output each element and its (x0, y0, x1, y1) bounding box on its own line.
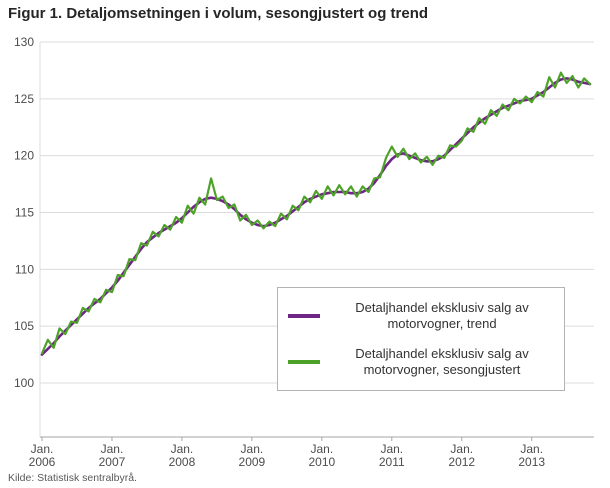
x-tick-month-2007: Jan. (101, 442, 124, 456)
x-tick-month-2008: Jan. (171, 442, 194, 456)
y-tick-label-100: 100 (14, 376, 34, 390)
x-tick-year-2011: 2011 (379, 455, 405, 469)
x-tick-month-2013: Jan. (520, 442, 543, 456)
legend-item-trend: Detaljhandel eksklusiv salg av motorvogn… (288, 300, 554, 333)
x-tick-month-2012: Jan. (450, 442, 473, 456)
seasonal-line (40, 71, 592, 355)
y-tick-label-125: 125 (14, 92, 34, 106)
legend-label-seasonal: Detaljhandel eksklusiv salg av motorvogn… (355, 345, 529, 377)
chart-legend: Detaljhandel eksklusiv salg av motorvogn… (277, 287, 565, 391)
y-tick-label-130: 130 (14, 35, 34, 49)
x-tick-month-2010: Jan. (310, 442, 333, 456)
y-tick-label-110: 110 (15, 262, 34, 276)
x-tick-year-2012: 2012 (448, 455, 475, 469)
y-tick-label-115: 115 (15, 206, 34, 220)
chart-svg: 100105110115120125130Jan.2006Jan.2007Jan… (14, 35, 594, 469)
seasonal-line-swatch (288, 359, 320, 364)
x-tick-year-2008: 2008 (169, 455, 196, 469)
x-tick-year-2009: 2009 (239, 455, 266, 469)
y-tick-label-120: 120 (14, 149, 34, 163)
chart-area: 100 105 110 115 120 125 130 Jan. 2006 Jan. 2007 Jan… (0, 28, 610, 473)
trend-line-swatch (288, 314, 320, 319)
legend-item-seasonal: Detaljhandel eksklusiv salg av motorvogn… (288, 346, 554, 379)
x-tick-year-2010: 2010 (308, 455, 335, 469)
x-tick-month-2011: Jan. (380, 442, 403, 456)
y-tick-label-105: 105 (14, 319, 34, 333)
x-tick-month-2009: Jan. (241, 442, 264, 456)
x-tick-year-2013: 2013 (518, 455, 545, 469)
source-note: Kilde: Statistisk sentralbyrå. (8, 472, 137, 484)
x-tick-year-2007: 2007 (99, 455, 126, 469)
legend-label-trend: Detaljhandel eksklusiv salg av motorvogn… (355, 300, 529, 332)
x-tick-month-2006: Jan. (31, 442, 54, 456)
x-tick-year-2006: 2006 (29, 455, 56, 469)
figure-title: Figur 1. Detaljomsetningen i volum, seso… (8, 5, 429, 22)
